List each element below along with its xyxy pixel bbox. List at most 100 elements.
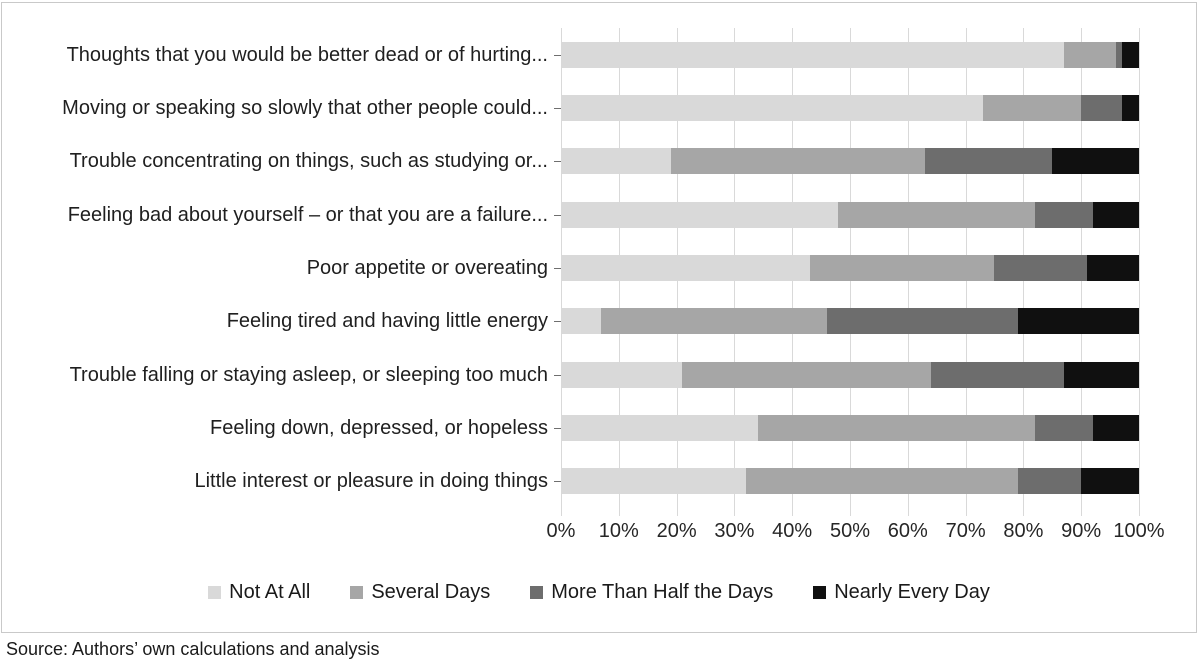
source-note: Source: Authors’ own calculations and an… [6,639,380,659]
legend-swatch-icon [530,585,544,599]
legend-label: Nearly Every Day [834,581,990,603]
bar-segment-more-than-half-the-days [1017,468,1082,495]
legend-label: Several Days [371,581,491,603]
bar-segment-nearly-every-day [1081,468,1139,495]
x-axis-tick-label: 50% [829,520,871,542]
category-axis-tick [554,481,561,483]
bar-segment-more-than-half-the-days [1034,201,1093,228]
x-axis: 0% 10% 20% 30% 40% 50% 60% 70% 80% 90% 100% [547,518,1165,544]
category-label: Feeling down, depressed, or hopeless [210,416,548,439]
x-axis-tick-label: 0% [546,520,576,542]
bar-segment-more-than-half-the-days [930,361,1064,388]
legend-label: Not At All [229,581,311,603]
category-axis-tick [554,107,561,109]
bar-row: Poor appetite or overeating [2,241,1139,294]
chart-frame: Thoughts that you would be better dead o… [1,2,1197,633]
category-label: Little interest or pleasure in doing thi… [194,470,548,493]
bar-segment-not-at-all [561,254,810,281]
bar-segment-nearly-every-day [1063,361,1139,388]
bar-segment-more-than-half-the-days [994,254,1087,281]
bar-track [554,414,1139,441]
bar-segment-several-days [757,414,1035,441]
bar-segment-nearly-every-day [1092,414,1139,441]
bar-row: Thoughts that you would be better dead o… [2,28,1139,81]
x-axis-tick-label: 60% [887,520,928,542]
category-axis-tick [554,321,561,323]
bar-segment-not-at-all [561,361,683,388]
bar-segment-more-than-half-the-days [1081,94,1122,121]
bar-segment-nearly-every-day [1121,41,1139,68]
bar-segment-several-days [682,361,931,388]
category-label: Feeling tired and having little energy [226,310,548,333]
bar-row: Feeling bad about yourself – or that you… [2,188,1139,241]
bar-segment-more-than-half-the-days [1115,41,1122,68]
legend-item: More Than Half the Days [530,580,773,604]
bar-segment-not-at-all [561,414,758,441]
x-axis-tick-label: 70% [945,520,986,542]
legend-item: Several Days [350,580,490,604]
bar-segment-not-at-all [561,201,839,228]
bar-segment-several-days [982,94,1082,121]
x-axis-tick-label: 90% [1061,520,1102,542]
legend: Not At All Several Days More Than Half the… [2,579,1196,605]
category-axis-tick [554,267,561,269]
category-axis-tick [554,427,561,429]
bar-segment-several-days [670,148,926,175]
bar-segment-nearly-every-day [1086,254,1139,281]
bar-rows: Thoughts that you would be better dead o… [2,28,1139,508]
bar-segment-nearly-every-day [1092,201,1139,228]
bar-row: Moving or speaking so slowly that other … [2,81,1139,134]
bar-track [554,148,1139,175]
bar-segment-not-at-all [561,94,983,121]
bar-track [554,254,1139,281]
bar-segment-nearly-every-day [1121,94,1139,121]
bar-segment-nearly-every-day [1052,148,1139,175]
legend-item: Nearly Every Day [813,580,990,604]
bar-track [554,201,1139,228]
legend-item: Not At All [208,580,310,604]
x-axis-tick-label: 10% [598,520,639,542]
bar-segment-nearly-every-day [1017,308,1139,335]
bar-segment-not-at-all [561,148,671,175]
x-axis-tick-label: 30% [714,520,755,542]
bar-segment-more-than-half-the-days [826,308,1018,335]
x-axis-tick-label: 100% [1113,520,1165,542]
bar-segment-several-days [1063,41,1116,68]
x-axis-tick-label: 20% [656,520,697,542]
category-axis-tick [554,374,561,376]
bar-row: Trouble falling or staying asleep, or sl… [2,348,1139,401]
category-label: Poor appetite or overeating [306,256,548,279]
category-axis-tick [554,214,561,216]
category-axis-tick [554,161,561,163]
bar-segment-several-days [745,468,1018,495]
bar-segment-not-at-all [561,468,746,495]
legend-swatch-icon [208,585,222,599]
category-label: Feeling bad about yourself – or that you… [67,203,548,226]
x-axis-tick-label: 40% [772,520,813,542]
bar-track [554,361,1139,388]
bar-track [554,94,1139,121]
category-axis-tick [554,54,561,56]
category-label: Thoughts that you would be better dead o… [66,43,548,66]
legend-swatch-icon [813,585,827,599]
bar-row: Trouble concentrating on things, such as… [2,135,1139,188]
legend-label: More Than Half the Days [551,581,774,603]
gridline [1139,28,1140,516]
bar-segment-several-days [809,254,995,281]
bar-segment-not-at-all [561,41,1064,68]
bar-segment-more-than-half-the-days [925,148,1053,175]
bar-track [554,468,1139,495]
category-label: Trouble falling or staying asleep, or sl… [69,363,548,386]
bar-track [554,41,1139,68]
bar-row: Little interest or pleasure in doing thi… [2,455,1139,508]
bar-segment-more-than-half-the-days [1034,414,1093,441]
category-label: Moving or speaking so slowly that other … [62,96,548,119]
bar-row: Feeling tired and having little energy [2,295,1139,348]
legend-swatch-icon [350,585,364,599]
bar-segment-several-days [838,201,1035,228]
bar-segment-several-days [601,308,827,335]
category-label: Trouble concentrating on things, such as… [69,150,548,173]
x-axis-tick-label: 80% [1003,520,1044,542]
bar-row: Feeling down, depressed, or hopeless [2,401,1139,454]
